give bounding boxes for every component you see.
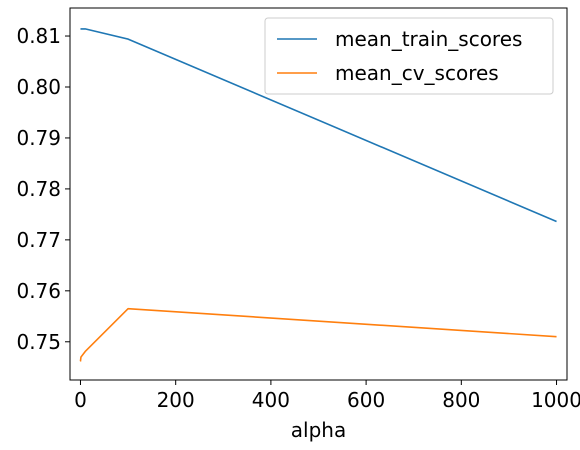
series-layer — [79, 28, 557, 362]
y-tick-label: 0.77 — [16, 228, 61, 252]
y-tick-label: 0.81 — [16, 24, 61, 48]
axes-layer: 0 200 400 600 800 1000 0.75 0.76 0.77 0.78 0.79 0.8… — [16, 24, 580, 412]
y-tick-label: 0.76 — [16, 279, 61, 303]
plot-frame — [69, 7, 568, 381]
x-axis-title: alpha — [291, 418, 346, 442]
x-tick-label: 1000 — [531, 388, 580, 412]
y-tick-label: 0.75 — [16, 330, 61, 354]
x-tick-label: 0 — [74, 388, 87, 412]
y-tick-label: 0.80 — [16, 75, 61, 99]
series-line-mean_cv_scores — [79, 307, 557, 362]
legend-label: mean_cv_scores — [335, 61, 499, 85]
y-tick-label: 0.78 — [16, 177, 61, 201]
x-tick-label: 200 — [157, 388, 195, 412]
x-tick-label: 600 — [347, 388, 385, 412]
legend: mean_train_scores mean_cv_scores — [264, 17, 554, 95]
y-tick-label: 0.79 — [16, 126, 61, 150]
x-tick-label: 800 — [442, 388, 480, 412]
legend-label: mean_train_scores — [335, 27, 522, 51]
legend-box — [264, 17, 554, 95]
x-tick-label: 400 — [252, 388, 290, 412]
series-line-mean_train_scores — [79, 28, 557, 223]
